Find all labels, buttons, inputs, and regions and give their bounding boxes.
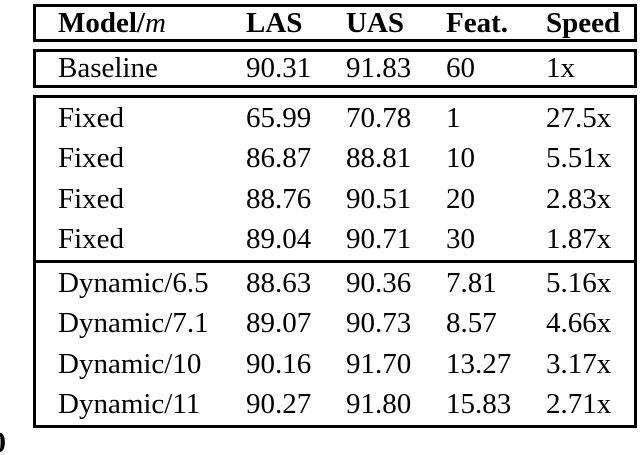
table-header-box: Model/m LAS UAS Feat. Speed <box>33 4 637 42</box>
column-header-las: LAS <box>246 6 303 39</box>
cell-las: 90.27 <box>246 388 312 421</box>
cell-model: Fixed <box>58 182 125 215</box>
column-header-feat: Feat. <box>446 6 508 39</box>
baseline-section-box: Baseline 90.31 91.83 60 1x <box>33 49 637 88</box>
cell-las: 89.04 <box>246 223 312 256</box>
cell-uas: 90.36 <box>346 266 412 299</box>
table-row-dynamic-2: Dynamic/7.1 89.07 90.73 8.57 4.66x <box>36 304 634 345</box>
cell-speed: 2.83x <box>546 182 612 215</box>
cell-speed: 1.87x <box>546 223 612 256</box>
cell-model: Fixed <box>58 101 125 134</box>
cell-speed: 3.17x <box>546 347 612 380</box>
cell-uas: 90.71 <box>346 223 412 256</box>
cell-feat: 8.57 <box>446 307 497 340</box>
cell-model: Dynamic/7.1 <box>58 307 209 340</box>
cell-uas: 88.81 <box>346 142 412 175</box>
table-row-dynamic-1: Dynamic/6.5 88.63 90.36 7.81 5.16x <box>36 263 634 304</box>
cell-las: 90.16 <box>246 347 312 380</box>
cell-uas: 90.51 <box>346 182 412 215</box>
cell-model: Fixed <box>58 223 125 256</box>
cell-uas: 91.83 <box>346 52 412 84</box>
column-header-speed: Speed <box>546 6 621 39</box>
cell-speed: 1x <box>546 52 575 84</box>
cell-speed: 27.5x <box>546 101 612 134</box>
cell-uas: 70.78 <box>346 101 412 134</box>
column-header-uas: UAS <box>346 6 405 39</box>
cell-las: 90.31 <box>246 52 312 84</box>
column-header-model-variable: m <box>145 6 166 39</box>
cell-uas: 91.70 <box>346 347 412 380</box>
column-header-model: Model/m <box>58 7 246 40</box>
body-section-box: Fixed 65.99 70.78 1 27.5x Fixed 86.87 88… <box>33 95 637 428</box>
cell-model: Fixed <box>58 142 125 175</box>
cell-uas: 91.80 <box>346 388 412 421</box>
cell-feat: 60 <box>446 52 475 84</box>
cell-feat: 15.83 <box>446 388 512 421</box>
table-row-dynamic-4: Dynamic/11 90.27 91.80 15.83 2.71x <box>36 385 634 426</box>
cell-feat: 13.27 <box>446 347 512 380</box>
cell-model: Dynamic/6.5 <box>58 266 209 299</box>
cell-las: 89.07 <box>246 307 312 340</box>
cell-feat: 1 <box>446 101 461 134</box>
results-table: Model/m LAS UAS Feat. Speed Baseline 90.… <box>33 4 637 428</box>
cell-las: 88.76 <box>246 182 312 215</box>
cell-las: 65.99 <box>246 101 312 134</box>
cell-feat: 30 <box>446 223 475 256</box>
column-header-model-label: Model/ <box>58 6 145 39</box>
cell-las: 88.63 <box>246 266 312 299</box>
cell-las: 86.87 <box>246 142 312 175</box>
cell-speed: 4.66x <box>546 307 612 340</box>
cell-speed: 5.51x <box>546 142 612 175</box>
cell-uas: 90.73 <box>346 307 412 340</box>
cell-feat: 10 <box>446 142 475 175</box>
table-header-row: Model/m LAS UAS Feat. Speed <box>36 7 634 39</box>
clipped-edge-glyph: 0 <box>0 428 6 455</box>
table-row-dynamic-3: Dynamic/10 90.16 91.70 13.27 3.17x <box>36 344 634 385</box>
table-row-fixed-4: Fixed 89.04 90.71 30 1.87x <box>36 220 634 261</box>
cell-model: Dynamic/11 <box>58 388 201 421</box>
table-row-baseline: Baseline 90.31 91.83 60 1x <box>36 52 634 85</box>
cell-model: Dynamic/10 <box>58 347 202 380</box>
cell-feat: 20 <box>446 182 475 215</box>
cell-speed: 5.16x <box>546 266 612 299</box>
cell-feat: 7.81 <box>446 266 497 299</box>
table-row-fixed-3: Fixed 88.76 90.51 20 2.83x <box>36 179 634 220</box>
group-divider-rule <box>36 260 634 263</box>
cell-speed: 2.71x <box>546 388 612 421</box>
table-row-fixed-2: Fixed 86.87 88.81 10 5.51x <box>36 139 634 180</box>
table-row-fixed-1: Fixed 65.99 70.78 1 27.5x <box>36 98 634 139</box>
cell-model: Baseline <box>58 52 158 84</box>
